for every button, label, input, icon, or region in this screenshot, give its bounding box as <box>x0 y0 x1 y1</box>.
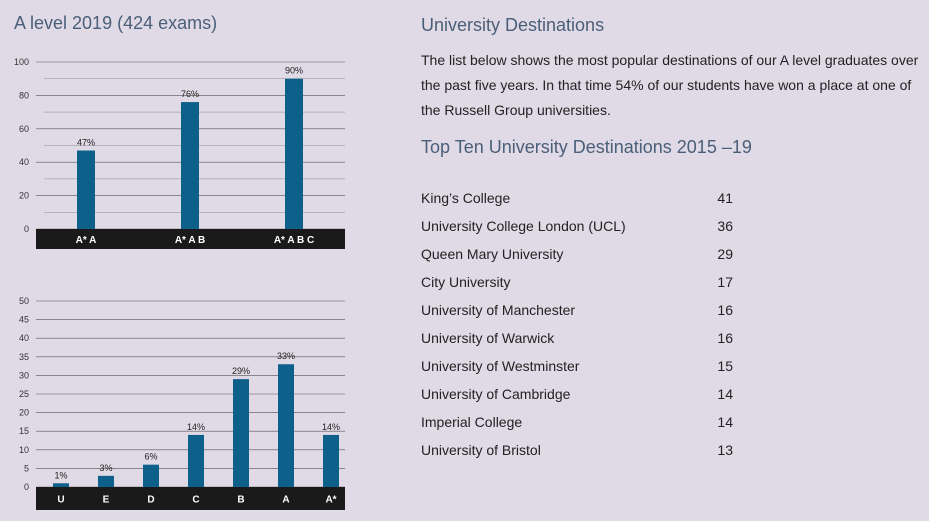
bar <box>323 434 339 487</box>
data-label: 29% <box>232 366 250 376</box>
data-label: 33% <box>277 351 295 361</box>
list-item: King’s College 41 <box>421 184 733 212</box>
y-tick-label: 50 <box>19 296 29 306</box>
top-ten-title: Top Ten University Destinations 2015 –19 <box>421 137 752 157</box>
data-label: 6% <box>144 452 157 462</box>
data-label: 76% <box>181 89 199 99</box>
y-tick-label: 40 <box>19 333 29 343</box>
bar <box>285 78 303 229</box>
destination-count: 29 <box>717 246 733 262</box>
category-label: A* A B <box>175 235 205 246</box>
destination-name: University College London (UCL) <box>421 218 626 234</box>
category-label: U <box>57 495 64 506</box>
category-label: D <box>147 495 154 506</box>
data-label: 14% <box>322 422 340 432</box>
y-tick-label: 5 <box>24 463 29 473</box>
bar <box>188 434 204 487</box>
destinations-intro: The list below shows the most popular de… <box>421 52 919 118</box>
grade-distribution-bar-chart: 0 5 10 15 20 25 30 35 40 45 50 1% U 3% E 6% D 14% C 29% B 33%… <box>19 296 345 510</box>
list-item: University of Bristol 13 <box>421 436 733 464</box>
data-label: 47% <box>77 138 95 148</box>
category-label: E <box>103 495 110 506</box>
category-label: B <box>237 495 244 506</box>
data-label: 90% <box>285 66 303 76</box>
bar <box>53 483 69 487</box>
list-item: University College London (UCL) 36 <box>421 212 733 240</box>
y-tick-label: 0 <box>24 482 29 492</box>
bar <box>77 150 95 229</box>
destination-name: University of Manchester <box>421 302 576 318</box>
destination-count: 16 <box>717 330 733 346</box>
category-label: C <box>192 495 199 506</box>
destination-name: City University <box>421 274 511 290</box>
y-tick-label: 60 <box>19 124 29 134</box>
y-tick-label: 30 <box>19 370 29 380</box>
destination-name: Imperial College <box>421 414 523 430</box>
destination-count: 41 <box>717 190 733 206</box>
destination-name: University of Cambridge <box>421 386 571 402</box>
bar <box>181 102 199 229</box>
category-label: A* <box>325 495 336 506</box>
y-tick-label: 100 <box>14 57 29 67</box>
list-item: Queen Mary University 29 <box>421 240 733 268</box>
y-tick-label: 40 <box>19 157 29 167</box>
list-item: University of Warwick 16 <box>421 324 733 352</box>
destination-count: 15 <box>717 358 733 374</box>
list-item: Imperial College 14 <box>421 408 733 436</box>
destination-count: 14 <box>717 386 733 402</box>
list-item: University of Cambridge 14 <box>421 380 733 408</box>
bar <box>278 364 294 487</box>
data-label: 3% <box>99 463 112 473</box>
y-tick-label: 15 <box>19 426 29 436</box>
data-label: 1% <box>54 470 67 480</box>
category-label: A* A <box>76 235 97 246</box>
y-tick-label: 20 <box>19 191 29 201</box>
destination-count: 16 <box>717 302 733 318</box>
destination-name: King’s College <box>421 190 511 206</box>
destination-count: 17 <box>717 274 733 290</box>
destination-name: Queen Mary University <box>421 246 564 262</box>
bar <box>143 464 159 487</box>
category-label: A* A B C <box>274 235 314 246</box>
destination-count: 13 <box>717 442 733 458</box>
grade-combination-bar-chart: 0 20 40 60 80 100 47% A* A 76% A* A B 90% A* A B C <box>14 57 345 249</box>
y-tick-label: 25 <box>19 389 29 399</box>
destination-name: University of Warwick <box>421 330 555 346</box>
destination-count: 36 <box>717 218 733 234</box>
destination-count: 14 <box>717 414 733 430</box>
category-label: A <box>282 495 289 506</box>
y-tick-label: 45 <box>19 315 29 325</box>
data-label: 14% <box>187 422 205 432</box>
y-tick-label: 10 <box>19 445 29 455</box>
destinations-title: University Destinations <box>421 15 605 35</box>
category-axis-band <box>36 487 345 510</box>
chart-section-title: A level 2019 (424 exams) <box>14 13 218 33</box>
y-tick-label: 0 <box>24 224 29 234</box>
destinations-list: King’s College 41 University College Lon… <box>421 184 733 464</box>
y-tick-label: 35 <box>19 352 29 362</box>
destination-name: University of Westminster <box>421 358 580 374</box>
list-item: City University 17 <box>421 268 733 296</box>
list-item: University of Westminster 15 <box>421 352 733 380</box>
y-tick-label: 20 <box>19 408 29 418</box>
y-tick-label: 80 <box>19 90 29 100</box>
category-axis-band <box>36 229 345 249</box>
bar <box>98 475 114 487</box>
bar <box>233 379 249 487</box>
list-item: University of Manchester 16 <box>421 296 733 324</box>
destination-name: University of Bristol <box>421 442 541 458</box>
